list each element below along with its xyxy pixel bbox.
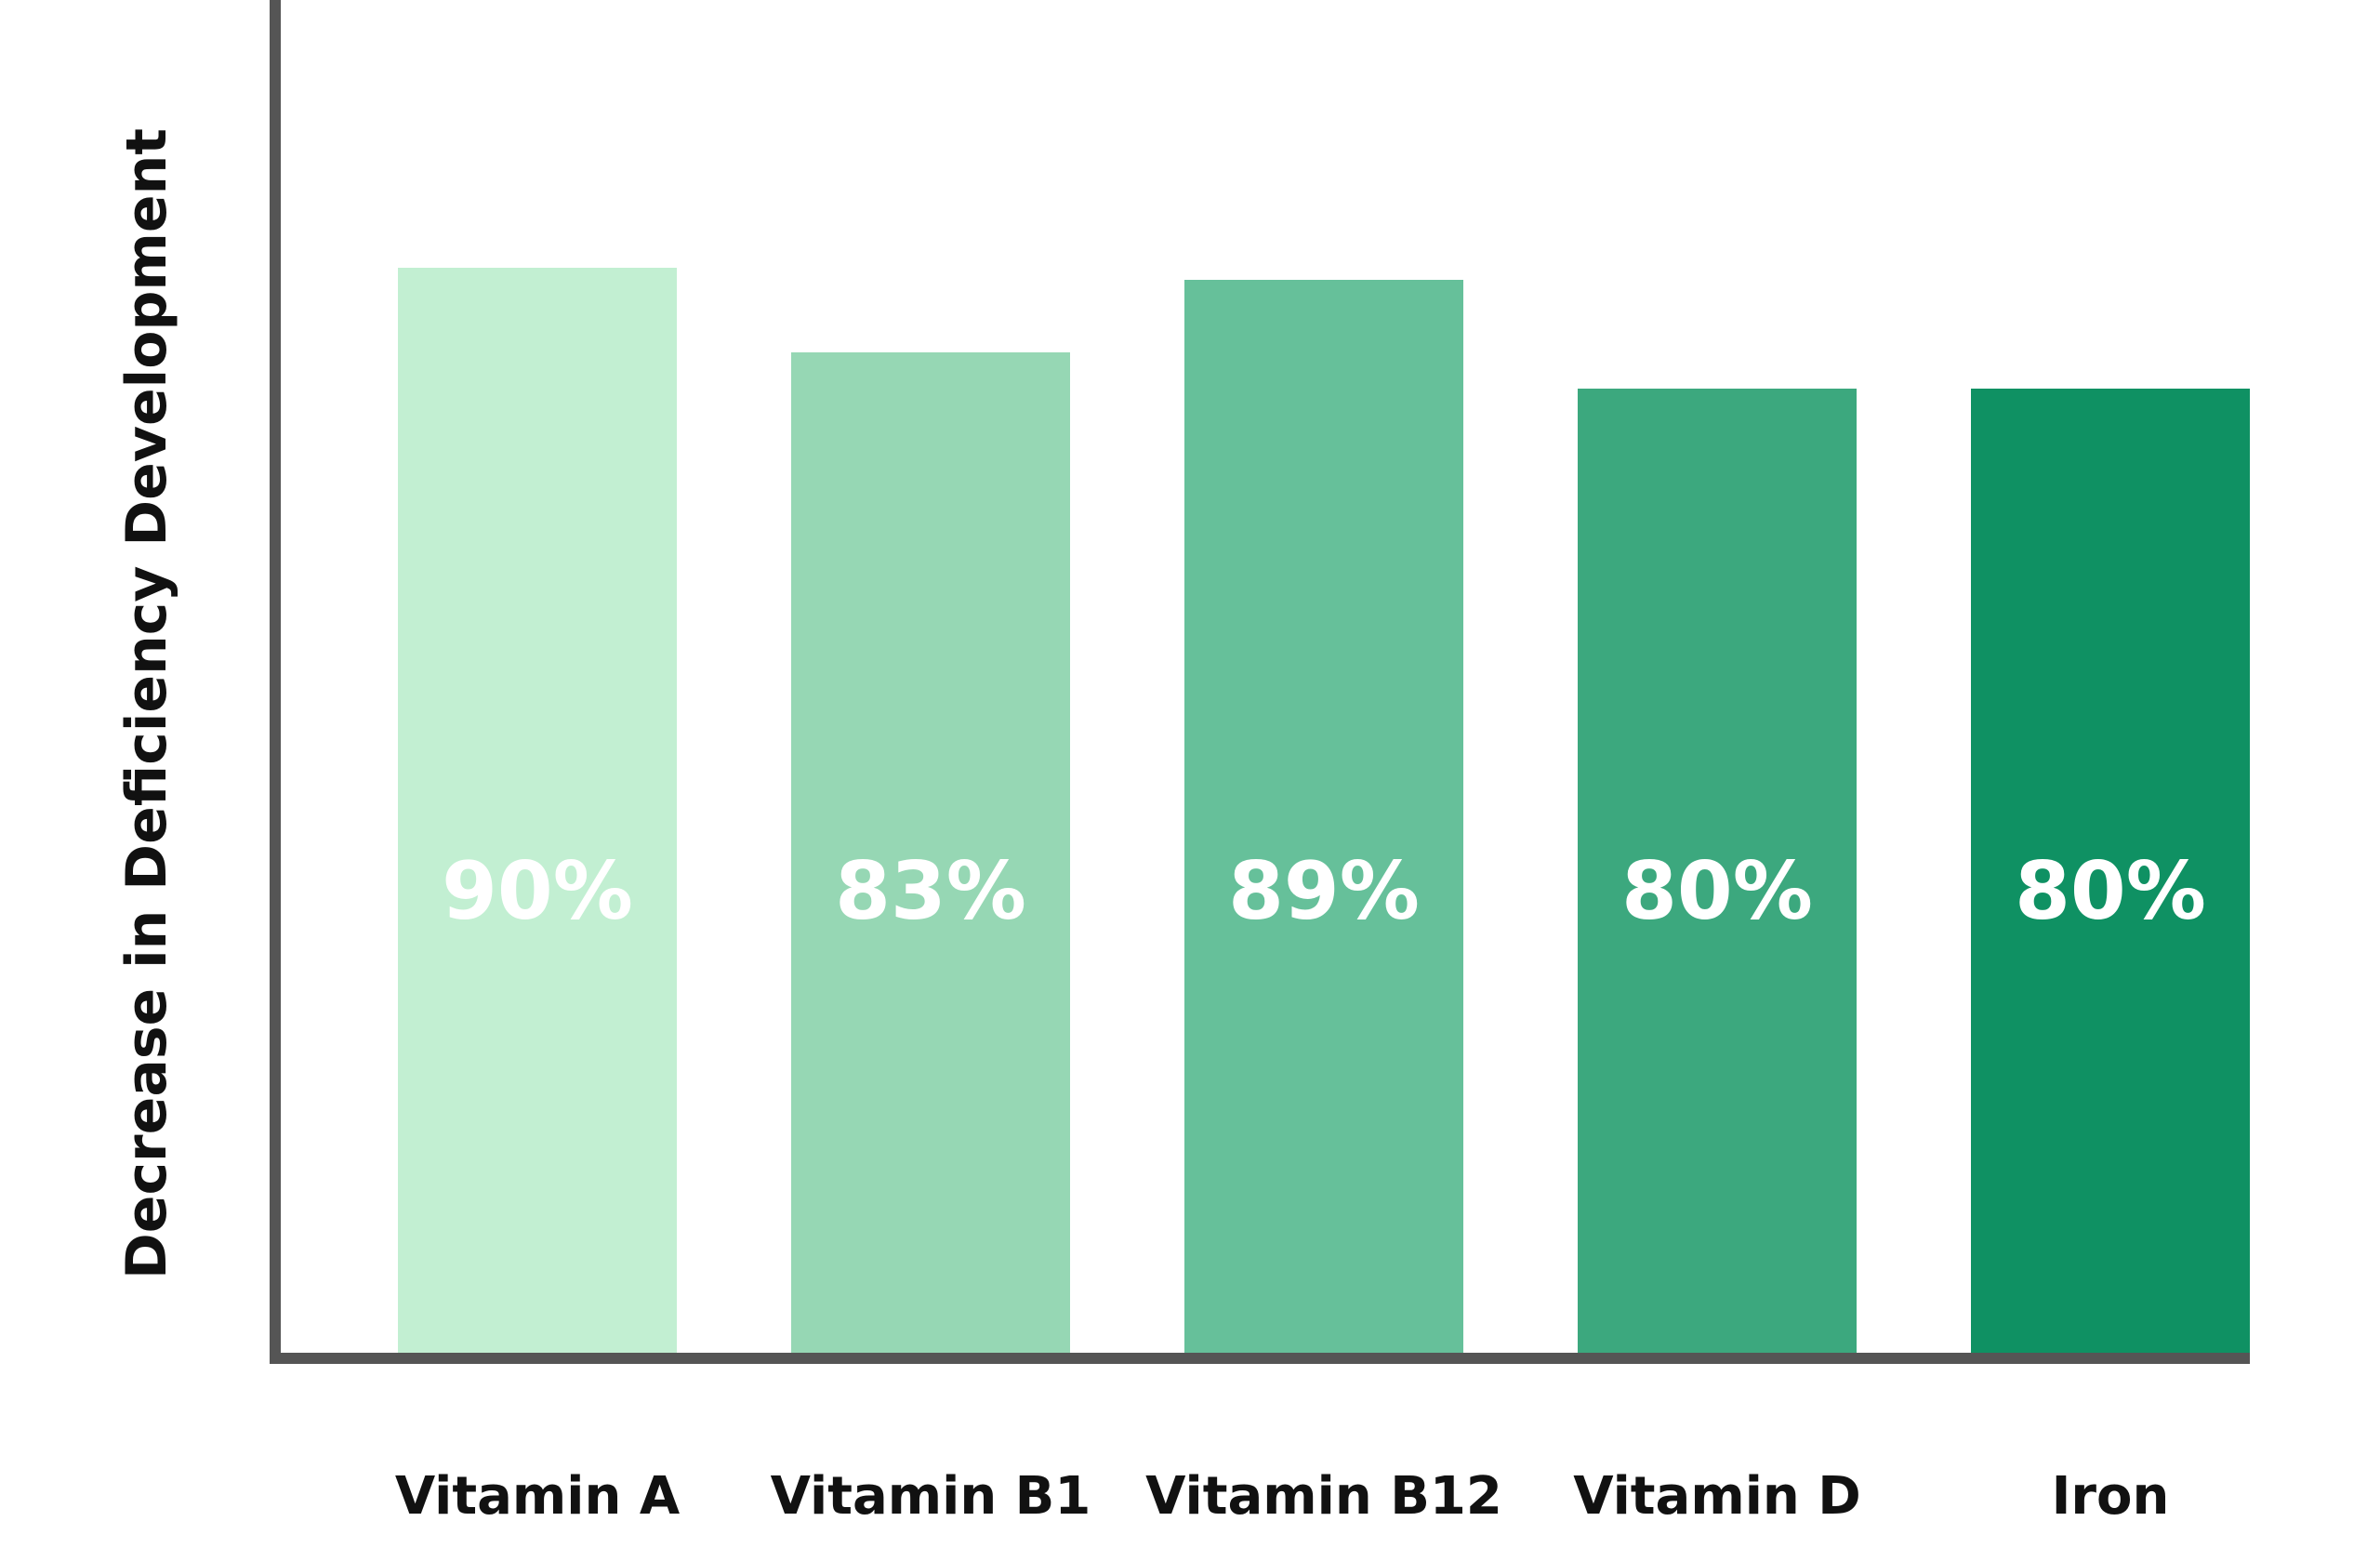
- bar-vitamin-a: [398, 268, 677, 1356]
- bar-value-label: 89%: [1228, 845, 1420, 938]
- value-labels-layer: 90% 83% 89% 80% 80%: [442, 845, 2206, 938]
- x-tick-label: Vitamin B1: [771, 1466, 1091, 1527]
- x-tick-label: Vitamin D: [1573, 1466, 1861, 1527]
- bar-value-label: 80%: [2015, 845, 2206, 938]
- bar-vitamin-b1: [791, 352, 1070, 1356]
- bars-layer: [398, 268, 2250, 1356]
- bar-iron: [1971, 389, 2250, 1356]
- y-axis-title: Decrease in Deficiency Development: [114, 128, 179, 1279]
- bar-vitamin-b12: [1184, 280, 1463, 1356]
- bar-value-label: 90%: [442, 845, 633, 938]
- x-tick-labels: Vitamin A Vitamin B1 Vitamin B12 Vitamin D I…: [395, 1466, 2170, 1527]
- x-tick-label: Iron: [2052, 1466, 2170, 1527]
- bar-value-label: 83%: [835, 845, 1026, 938]
- bar-vitamin-d: [1578, 389, 1857, 1356]
- x-tick-label: Vitamin A: [395, 1466, 681, 1527]
- x-tick-label: Vitamin B12: [1145, 1466, 1502, 1527]
- bar-value-label: 80%: [1621, 845, 1813, 938]
